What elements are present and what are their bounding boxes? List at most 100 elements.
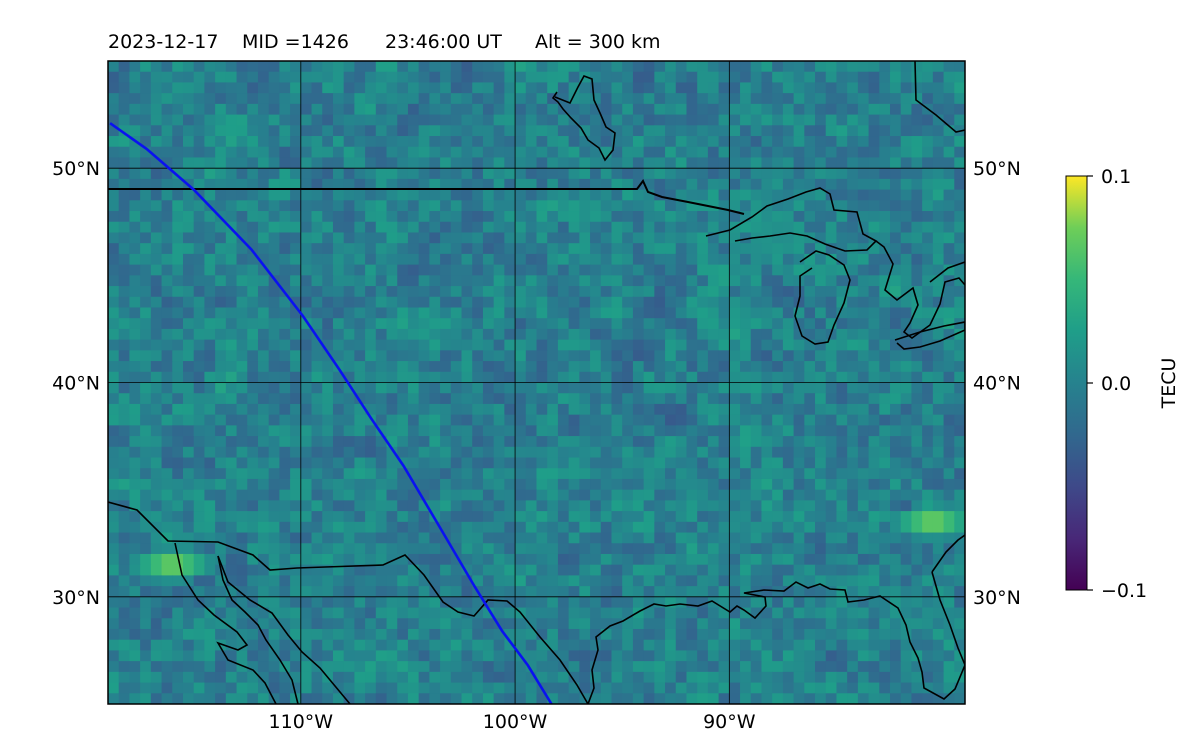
heatmap-cell [108, 168, 120, 180]
heatmap-cell [215, 339, 227, 351]
heatmap-cell [193, 553, 206, 566]
heatmap-cell [129, 618, 141, 630]
heatmap-cell [868, 157, 880, 169]
heatmap-cell [568, 275, 580, 287]
heatmap-cell [782, 596, 795, 609]
heatmap-cell [568, 500, 580, 512]
heatmap-cell [108, 478, 120, 491]
heatmap-cell [707, 457, 720, 469]
heatmap-cell [815, 371, 827, 384]
axis-ticks: 110°W 100°W 90°W50°N 50°N40°N 40°N30°N 30°N [52, 158, 1021, 733]
heatmap-cell [129, 532, 141, 544]
heatmap-cell [322, 189, 334, 201]
heatmap-cell [697, 521, 709, 534]
heatmap-cell [493, 339, 505, 351]
heatmap-cell [782, 286, 795, 298]
heatmap-cell [290, 468, 302, 480]
heatmap-cell [332, 157, 345, 169]
heatmap-cell [697, 618, 709, 630]
heatmap-cell [622, 307, 634, 319]
heatmap-cell [204, 639, 216, 652]
heatmap-cell [536, 661, 548, 673]
heatmap-cell [815, 500, 827, 512]
heatmap-cell [654, 650, 666, 662]
heatmap-cell [611, 511, 623, 523]
heatmap-cell [611, 403, 623, 416]
heatmap-cell [407, 564, 420, 576]
heatmap-cell [172, 586, 184, 598]
heatmap-cell [815, 543, 827, 555]
heatmap-cell [750, 639, 763, 652]
heatmap-cell [825, 361, 838, 373]
heatmap-cell [815, 693, 827, 704]
heatmap-cell [654, 618, 666, 630]
heatmap-cell [836, 339, 848, 351]
heatmap-cell [943, 243, 955, 255]
heatmap-cell [482, 361, 495, 373]
heatmap-cell [654, 339, 666, 351]
heatmap-cell [322, 532, 334, 544]
heatmap-cell [954, 178, 965, 191]
heatmap-cell [675, 243, 688, 255]
heatmap-cell [311, 382, 323, 394]
heatmap-cell [525, 286, 538, 298]
heatmap-cell [579, 628, 591, 641]
heatmap-cell [611, 564, 623, 576]
heatmap-cell [654, 136, 666, 148]
heatmap-cell [740, 371, 752, 384]
heatmap-cell [932, 339, 945, 351]
heatmap-cell [954, 618, 965, 630]
heatmap-cell [697, 71, 709, 84]
heatmap-cell [311, 318, 323, 330]
lake-michigan-shore [794, 250, 851, 345]
heatmap-cell [665, 650, 677, 662]
heatmap-cell [643, 157, 655, 169]
heatmap-cell [407, 543, 420, 555]
heatmap-cell [686, 425, 698, 437]
heatmap-cell [857, 243, 870, 255]
heatmap-cell [547, 661, 559, 673]
heatmap-cell [279, 500, 291, 512]
heatmap-cell [386, 125, 398, 137]
heatmap-cell [707, 253, 720, 266]
heatmap-cell [911, 371, 923, 384]
heatmap-cell [911, 318, 923, 330]
heatmap-cell [740, 71, 752, 84]
heatmap-cell [761, 671, 773, 684]
heatmap-cell [493, 618, 505, 630]
heatmap-cell [772, 93, 784, 105]
heatmap-cell [450, 511, 463, 523]
heatmap-cell [707, 618, 720, 630]
heatmap-cell [900, 543, 913, 555]
heatmap-cell [911, 168, 923, 180]
heatmap-cell [257, 328, 270, 341]
heatmap-cell [472, 532, 484, 544]
heatmap-cell [600, 221, 613, 234]
heatmap-cell [450, 436, 463, 448]
heatmap-cell [450, 521, 463, 534]
heatmap-cell [161, 71, 173, 84]
heatmap-cell [632, 243, 645, 255]
heatmap-cell [450, 618, 463, 630]
heatmap-cell [782, 511, 795, 523]
heatmap-cell [397, 511, 409, 523]
heatmap-cell [868, 168, 880, 180]
heatmap-cell [375, 671, 388, 684]
heatmap-cell [675, 157, 688, 169]
heatmap-cell [890, 296, 902, 309]
heatmap-cell [354, 136, 366, 148]
heatmap-cell [740, 232, 752, 244]
heatmap-cell [825, 414, 838, 426]
heatmap-cell [300, 382, 313, 394]
heatmap-cell [300, 489, 313, 501]
heatmap-cell [140, 264, 152, 276]
heatmap-cell [279, 436, 291, 448]
heatmap-cell [707, 393, 720, 405]
heatmap-cell [311, 575, 323, 587]
heatmap-cell [697, 157, 709, 169]
heatmap-cell [140, 478, 152, 491]
heatmap-cell [622, 425, 634, 437]
heatmap-cell [943, 339, 955, 351]
heatmap-cell [322, 243, 334, 255]
heatmap-cell [740, 253, 752, 266]
